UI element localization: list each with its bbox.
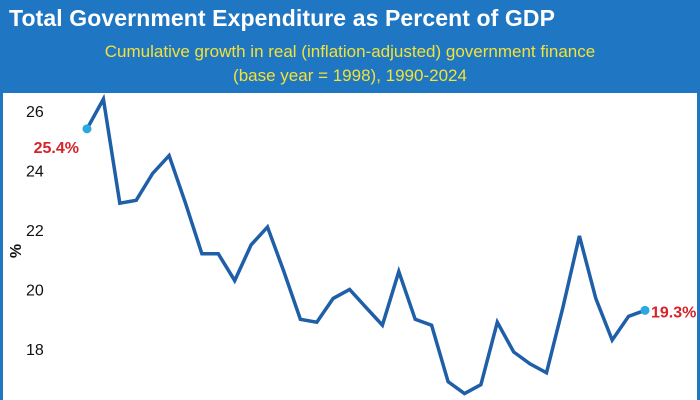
data-point bbox=[380, 323, 384, 327]
data-point bbox=[134, 198, 138, 202]
plot-area: % 18 20 22 24 26 25.4% 19.3% bbox=[0, 93, 700, 400]
y-tick-label: 20 bbox=[26, 283, 44, 300]
series-group bbox=[85, 93, 646, 396]
line-chart: % 18 20 22 24 26 25.4% 19.3% bbox=[8, 93, 696, 396]
data-point bbox=[249, 243, 253, 247]
chart-title: Total Government Expenditure as Percent … bbox=[9, 5, 556, 31]
data-point bbox=[577, 234, 581, 238]
data-point bbox=[101, 97, 105, 101]
data-point bbox=[151, 171, 155, 175]
data-point bbox=[200, 252, 204, 256]
data-point bbox=[528, 362, 532, 366]
data-point bbox=[446, 380, 450, 384]
data-point bbox=[118, 201, 122, 205]
annotations-group: 25.4% 19.3% bbox=[34, 124, 696, 321]
data-point bbox=[561, 305, 565, 309]
data-point bbox=[266, 225, 270, 229]
data-point bbox=[610, 338, 614, 342]
data-point bbox=[167, 154, 171, 158]
chart-subtitle-line-2: (base year = 1998), 1990-2024 bbox=[233, 66, 467, 85]
chart-header: Total Government Expenditure as Percent … bbox=[0, 0, 700, 93]
data-point bbox=[364, 305, 368, 309]
data-point bbox=[183, 201, 187, 205]
annotation-label: 25.4% bbox=[34, 140, 79, 157]
y-axis-label: % bbox=[8, 244, 25, 258]
data-point bbox=[545, 371, 549, 375]
y-axis-ticks: 18 20 22 24 26 bbox=[26, 104, 44, 359]
data-point bbox=[216, 252, 220, 256]
data-point bbox=[479, 383, 483, 387]
data-point bbox=[348, 288, 352, 292]
y-tick-label: 22 bbox=[26, 223, 44, 240]
data-point bbox=[512, 350, 516, 354]
endpoint-marker bbox=[640, 305, 650, 315]
data-point bbox=[298, 317, 302, 321]
data-point bbox=[331, 296, 335, 300]
annotation-label: 19.3% bbox=[651, 304, 696, 321]
data-point bbox=[233, 279, 237, 283]
endpoint-marker bbox=[82, 124, 92, 134]
series-line bbox=[85, 93, 646, 396]
data-point bbox=[315, 320, 319, 324]
data-point bbox=[413, 317, 417, 321]
data-point bbox=[627, 314, 631, 318]
data-point bbox=[594, 296, 598, 300]
data-point bbox=[462, 392, 466, 396]
data-point bbox=[282, 270, 286, 274]
y-tick-label: 24 bbox=[26, 164, 44, 181]
chart-subtitle-line-1: Cumulative growth in real (inflation-adj… bbox=[104, 42, 596, 61]
data-point bbox=[397, 270, 401, 274]
y-tick-label: 26 bbox=[26, 104, 44, 121]
data-point bbox=[495, 320, 499, 324]
data-point bbox=[430, 323, 434, 327]
y-tick-label: 18 bbox=[26, 342, 44, 359]
